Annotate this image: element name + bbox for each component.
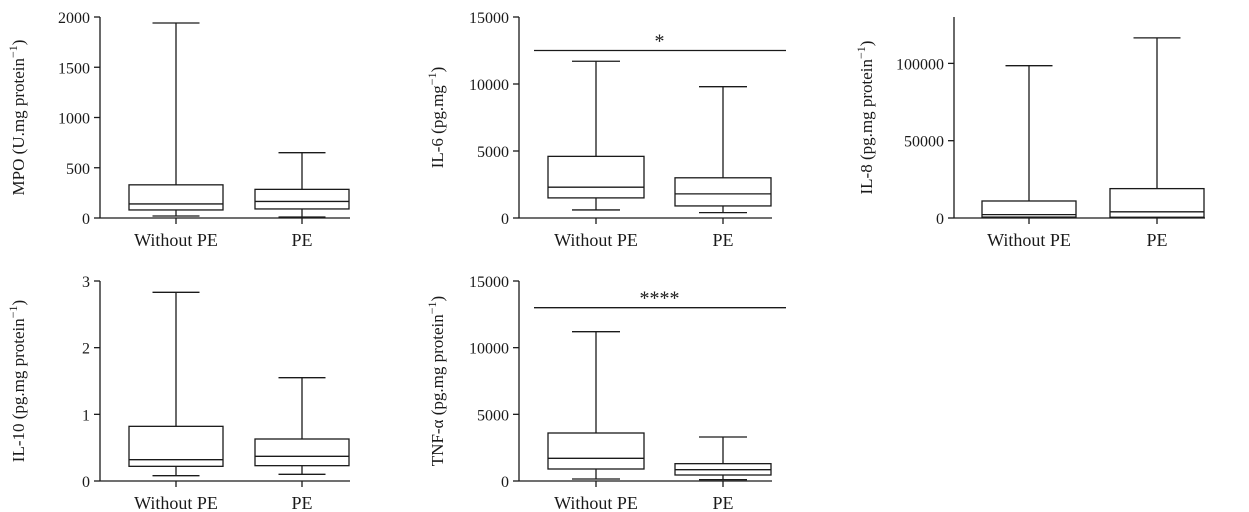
y-axis-label: IL-6 (pg.mg−1) — [425, 67, 447, 169]
x-category-label: Without PE — [134, 230, 218, 250]
y-tick-label: 0 — [936, 211, 944, 228]
y-axis-label-superscript: −1 — [6, 45, 20, 58]
box-without-pe — [547, 60, 645, 211]
x-category-label: Without PE — [554, 230, 638, 250]
x-category-label: PE — [1146, 230, 1167, 250]
box-pe — [674, 436, 772, 481]
y-axis-label-close: ) — [428, 296, 447, 302]
x-category-label: PE — [712, 493, 733, 512]
y-axis-label-close: ) — [428, 67, 447, 73]
y-tick-label: 0 — [82, 474, 90, 491]
iqr-box — [981, 200, 1077, 218]
iqr-box — [1109, 187, 1205, 218]
panel-5: 0 5000 10000 15000 Without PE PE **** TNF-α (pg… — [425, 274, 786, 512]
significance-marker: * — [655, 31, 665, 53]
y-axis-label-text: TNF-α (pg.mg protein — [428, 314, 447, 466]
y-axis-label: MPO (U.mg protein−1) — [6, 40, 28, 196]
y-tick-label: 1500 — [58, 60, 90, 77]
y-tick-label: 3 — [82, 274, 90, 291]
x-category-label: Without PE — [134, 493, 218, 512]
y-tick-label: 1 — [82, 407, 90, 424]
y-axis-label-close: ) — [9, 300, 28, 306]
iqr-box — [254, 188, 350, 210]
box-pe — [1109, 37, 1205, 219]
y-tick-label: 0 — [501, 211, 509, 228]
iqr-box — [674, 177, 772, 207]
y-tick-label: 2 — [82, 341, 90, 358]
y-axis-label: IL-10 (pg.mg protein−1) — [6, 300, 28, 462]
y-tick-label: 2000 — [58, 10, 90, 27]
box-pe — [254, 377, 350, 475]
y-tick-label: 15000 — [469, 274, 509, 291]
panel-4: 0 1 2 3 Without PE PE IL-10 (pg.mg protein−1) — [6, 274, 350, 512]
box-pe — [254, 152, 350, 218]
x-category-label: PE — [291, 230, 312, 250]
x-category-label: Without PE — [987, 230, 1071, 250]
x-category-label: PE — [712, 230, 733, 250]
box-without-pe — [981, 65, 1077, 219]
iqr-box — [128, 184, 224, 211]
y-tick-label: 10000 — [469, 77, 509, 94]
box-without-pe — [128, 291, 224, 477]
panel-1: 0 500 1000 1500 2000 Without PE PE MPO (U.mg pr… — [6, 10, 350, 250]
x-category-label: Without PE — [554, 493, 638, 512]
y-axis-label-text: IL-6 (pg.mg — [428, 85, 447, 169]
iqr-box — [547, 155, 645, 199]
box-without-pe — [128, 22, 224, 217]
iqr-box — [254, 438, 350, 467]
y-axis-label-superscript: −1 — [425, 72, 439, 85]
y-tick-label: 500 — [66, 161, 90, 178]
y-tick-label: 0 — [501, 474, 509, 491]
y-tick-label: 10000 — [469, 341, 509, 358]
significance-marker: **** — [640, 288, 680, 310]
box-without-pe — [547, 331, 645, 480]
panel-3: 0 50000 100000 Without PE PE IL-8 (pg.mg prot… — [854, 17, 1205, 250]
y-axis-label-close: ) — [857, 41, 876, 47]
iqr-box — [128, 425, 224, 467]
y-axis-label: IL-8 (pg.mg protein−1) — [854, 41, 876, 195]
y-tick-label: 1000 — [58, 111, 90, 128]
box-pe — [674, 86, 772, 214]
y-tick-label: 15000 — [469, 10, 509, 27]
y-axis-label-superscript: −1 — [425, 301, 439, 314]
iqr-box — [547, 432, 645, 470]
y-axis-label-text: IL-8 (pg.mg protein — [857, 58, 876, 194]
x-category-label: PE — [291, 493, 312, 512]
y-axis-label-close: ) — [9, 40, 28, 46]
panel-2: 0 5000 10000 15000 Without PE PE * IL-6 (pg.mg−… — [425, 10, 786, 250]
y-axis-label-text: IL-10 (pg.mg protein — [9, 318, 28, 462]
y-tick-label: 5000 — [477, 407, 509, 424]
y-tick-label: 100000 — [896, 56, 944, 73]
y-axis-label: TNF-α (pg.mg protein−1) — [425, 296, 447, 466]
y-axis-label-text: MPO (U.mg protein — [9, 58, 28, 196]
y-axis-label-superscript: −1 — [854, 46, 868, 59]
y-tick-label: 50000 — [904, 134, 944, 151]
y-axis-label-superscript: −1 — [6, 305, 20, 318]
y-tick-label: 0 — [82, 211, 90, 228]
y-tick-label: 5000 — [477, 144, 509, 161]
